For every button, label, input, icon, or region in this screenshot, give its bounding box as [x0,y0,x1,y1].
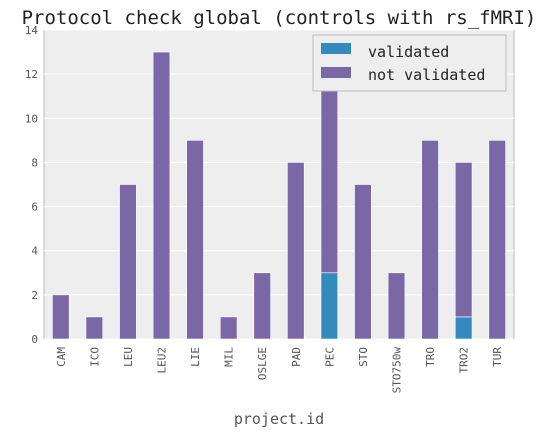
bar-not-validated-leu2 [152,51,171,340]
x-axis-label: project.id [234,410,324,428]
x-tick-label: LEU2 [156,347,169,374]
y-tick-label: 4 [31,245,38,258]
bar-not-validated-ico [85,316,104,340]
x-axis-ticks: CAM ICO LEU LEU2 LIE MIL OSLGE PAD PEC STO STO750w… [55,347,504,394]
y-tick-label: 8 [31,156,38,169]
legend-label-not-validated: not validated [368,66,485,84]
bar-not-validated-mil [219,316,238,340]
x-tick-label: LIE [189,347,202,367]
y-tick-label: 10 [25,112,38,125]
x-tick-label: LEU [122,347,135,367]
y-tick-label: 2 [31,289,38,302]
y-tick-label: 6 [31,201,38,214]
x-tick-label: PEC [323,347,336,367]
chart-title: Protocol check global (controls with rs_… [22,7,537,29]
x-tick-label: MIL [223,347,236,367]
bar-not-validated-sto750w [387,272,406,340]
bar-not-validated-oslge [253,272,271,340]
x-tick-label: STO750w [391,347,404,394]
bar-validated-pec [320,272,339,340]
bar-not-validated-pec [320,73,339,274]
x-tick-label: TRO2 [458,347,471,374]
y-tick-label: 12 [25,68,38,81]
x-tick-label: STO [357,347,370,367]
bar-not-validated-leu [119,184,137,340]
bar-not-validated-cam [52,294,70,340]
x-tick-label: PAD [290,347,303,367]
bar-not-validated-sto [354,184,372,340]
y-tick-label: 0 [31,333,38,346]
bar-not-validated-pad [287,162,305,340]
bar-not-validated-tur [488,140,506,340]
legend-swatch-validated [321,43,351,54]
x-tick-label: CAM [55,347,68,367]
bars [52,51,506,340]
legend: validated not validated [312,34,507,92]
y-tick-label: 14 [25,24,39,37]
y-axis-ticks: 0 2 4 6 8 10 12 14 [25,24,39,346]
bar-not-validated-tro [421,140,439,340]
legend-label-validated: validated [368,43,449,61]
bar-not-validated-tro2 [454,162,473,318]
x-tick-label: ICO [88,347,101,367]
x-tick-label: OSLGE [256,347,269,380]
legend-swatch-not-validated [321,67,351,78]
x-tick-label: TUR [491,347,504,367]
bar-validated-tro2 [454,316,473,340]
bar-not-validated-lie [186,140,204,340]
x-tick-label: TRO [424,347,437,367]
